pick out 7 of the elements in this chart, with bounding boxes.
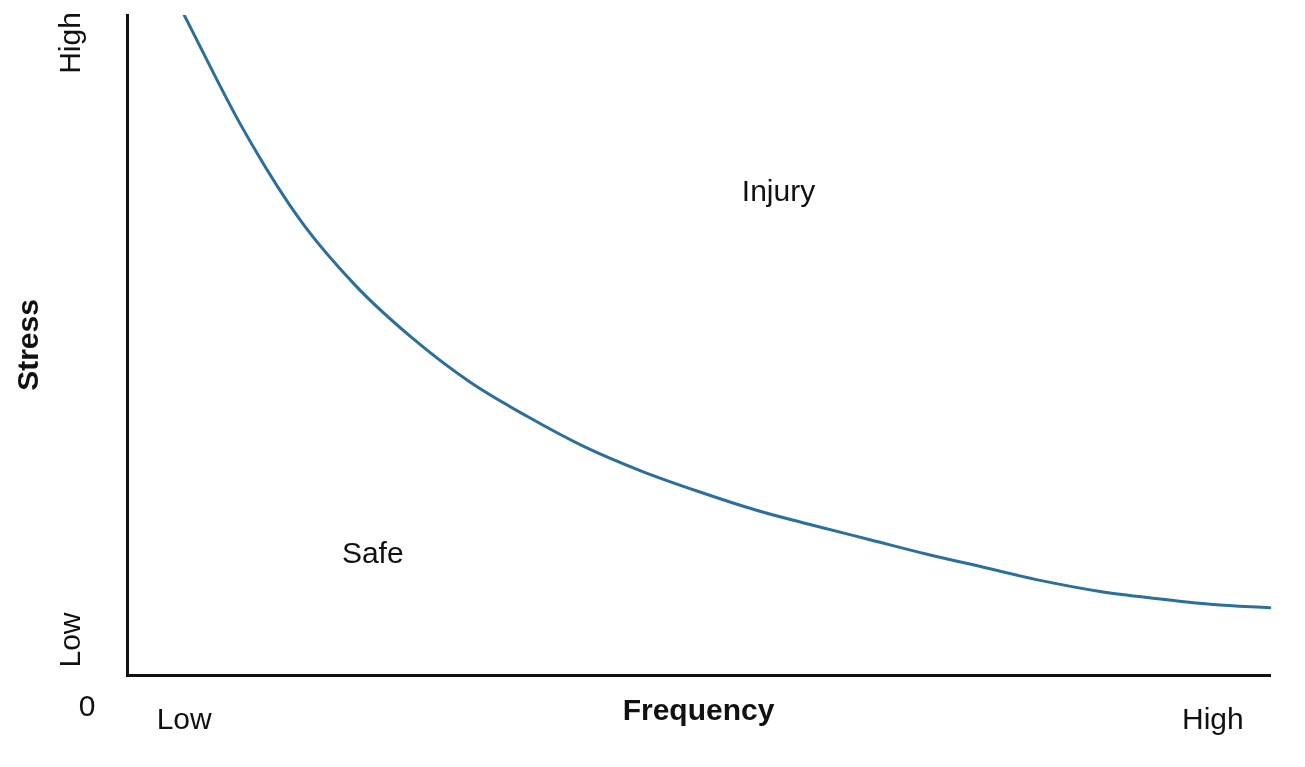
y-axis-title: Stress: [11, 299, 45, 391]
text: Low: [53, 612, 87, 668]
annotation: Safe: [341, 536, 404, 570]
annotation: Injury: [741, 174, 816, 208]
text: 0: [78, 689, 96, 723]
x-axis-title: Frequency: [622, 693, 775, 727]
text: High: [53, 12, 87, 74]
